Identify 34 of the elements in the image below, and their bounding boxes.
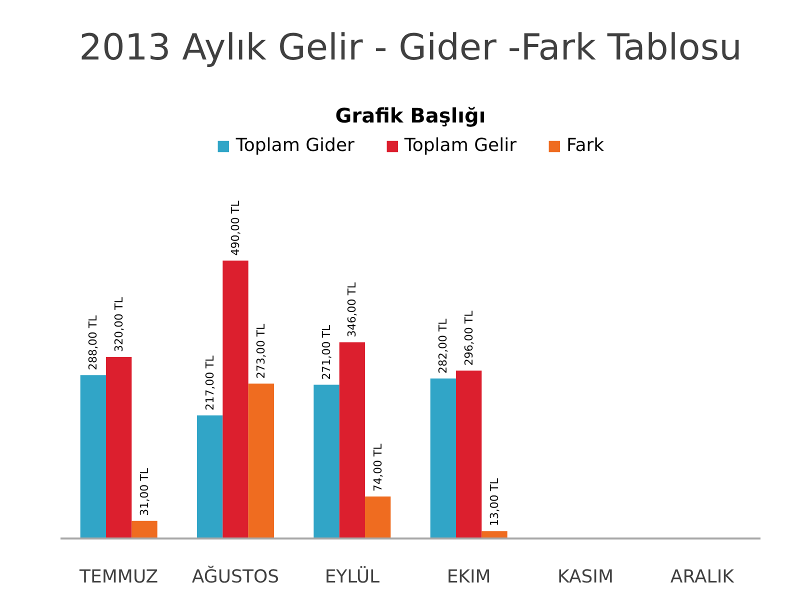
- x-tick-label: EKIM: [446, 566, 491, 588]
- bar: [430, 378, 456, 538]
- data-label: 273,00 TL: [254, 322, 268, 379]
- x-tick-label: AĞUSTOS: [192, 566, 280, 588]
- x-tick-label: KASIM: [557, 566, 614, 588]
- legend-label: Toplam Gelir: [404, 135, 517, 156]
- bar: [80, 375, 106, 538]
- bar: [248, 384, 274, 538]
- data-label: 13,00 TL: [488, 477, 501, 526]
- data-label: 346,00 TL: [346, 282, 359, 338]
- x-tick-label: ARALIK: [670, 566, 736, 588]
- bar: [106, 356, 132, 538]
- data-label: 31,00 TL: [138, 467, 151, 516]
- x-tick-label: EYLÜL: [324, 566, 380, 588]
- chart-subtitle: Grafik Başlığı: [335, 104, 486, 128]
- data-label: 288,00 TL: [86, 314, 100, 370]
- data-label: 282,00 TL: [436, 318, 450, 374]
- data-label: 74,00 TL: [371, 442, 384, 492]
- bar: [365, 496, 391, 538]
- data-label: 217,00 TL: [203, 354, 216, 410]
- bar: [456, 370, 482, 538]
- data-label: 296,00 TL: [462, 310, 476, 366]
- legend-label: Toplam Gider: [236, 135, 354, 156]
- bar: [132, 520, 158, 538]
- legend-label: Fark: [566, 135, 604, 156]
- data-label: 490,00 TL: [229, 200, 242, 256]
- bar: [197, 415, 223, 538]
- bar: [339, 342, 365, 538]
- x-tick-label: TEMMUZ: [78, 566, 158, 588]
- data-label: 320,00 TL: [112, 296, 126, 352]
- chart-title: 2013 Aylık Gelir - Gider -Fark Tablosu: [79, 28, 742, 68]
- bar: [222, 260, 248, 538]
- data-label: 271,00 TL: [320, 324, 333, 380]
- bar: [314, 384, 340, 538]
